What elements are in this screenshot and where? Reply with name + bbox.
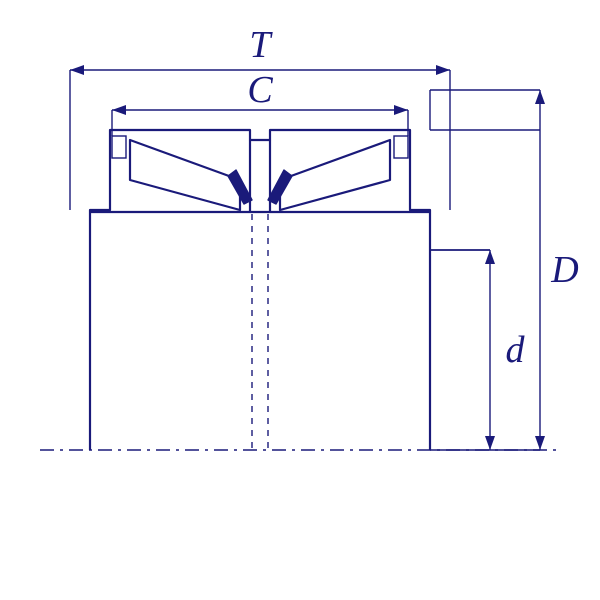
diagram-svg bbox=[0, 0, 600, 600]
label-D: D bbox=[551, 248, 578, 292]
bearing-diagram: T C D d bbox=[0, 0, 600, 600]
label-d: d bbox=[506, 328, 525, 372]
label-T: T bbox=[249, 23, 270, 67]
label-C: C bbox=[247, 68, 272, 112]
